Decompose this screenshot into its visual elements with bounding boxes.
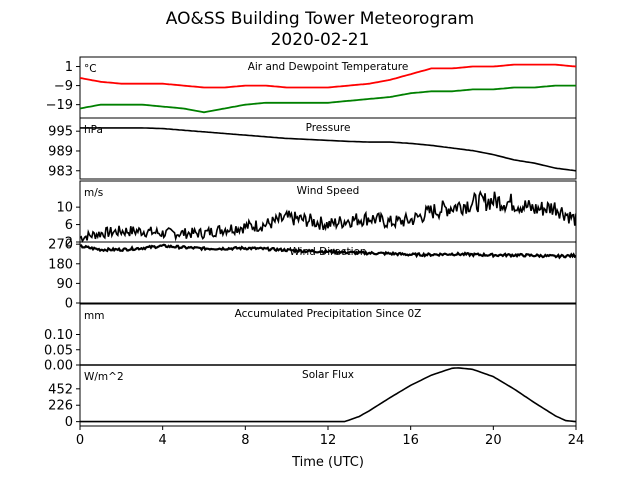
panel-frame bbox=[79, 117, 577, 180]
y-tick-label: 226 bbox=[48, 399, 73, 414]
panel-units: mm bbox=[84, 310, 104, 322]
x-tick-label: 4 bbox=[159, 433, 167, 448]
x-tick-label: 24 bbox=[568, 433, 585, 448]
panel-2: 10 6 2 m/s Wind Speed bbox=[56, 180, 577, 251]
y-tick-label: −19 bbox=[46, 98, 73, 113]
y-tick-label: 10 bbox=[56, 201, 73, 216]
y-tick-label: 90 bbox=[56, 277, 73, 292]
series-line-0 bbox=[80, 367, 576, 423]
panel-title: Wind Speed bbox=[297, 185, 360, 197]
y-tick-label: 0.05 bbox=[44, 343, 73, 358]
series-line-0 bbox=[80, 63, 576, 89]
x-axis: 0 4 8 12 16 20 24 bbox=[76, 426, 584, 448]
y-tick-label: 995 bbox=[48, 125, 73, 140]
panel-units: W/m^2 bbox=[84, 371, 124, 383]
y-tick-label: 270 bbox=[48, 238, 73, 253]
y-tick-label: 0.10 bbox=[44, 328, 73, 343]
y-tick-label: 180 bbox=[48, 257, 73, 272]
x-tick-label: 12 bbox=[320, 433, 337, 448]
panel-0: 1 −9 −19 °C Air and Dewpoint Temperature bbox=[46, 56, 577, 119]
x-tick-label: 16 bbox=[402, 433, 419, 448]
x-tick-label: 8 bbox=[241, 433, 249, 448]
series-line-0 bbox=[80, 127, 576, 172]
panel-1: 995 989 983 hPa Pressure bbox=[48, 117, 577, 180]
panel-title: Solar Flux bbox=[302, 369, 354, 381]
y-tick-label: 0 bbox=[65, 297, 73, 312]
series-line-0 bbox=[80, 243, 576, 260]
y-tick-label: 6 bbox=[65, 218, 73, 233]
x-axis-label: Time (UTC) bbox=[291, 455, 364, 470]
series-line-0 bbox=[80, 189, 576, 243]
panel-title: Accumulated Precipitation Since 0Z bbox=[235, 308, 422, 320]
panel-frame bbox=[79, 241, 577, 304]
panel-units: m/s bbox=[84, 187, 103, 199]
y-tick-label: 989 bbox=[48, 144, 73, 159]
chart-subtitle: 2020-02-21 bbox=[271, 30, 370, 50]
series-line-1 bbox=[80, 84, 576, 114]
y-tick-label: 983 bbox=[48, 164, 73, 179]
y-tick-label: 2 bbox=[65, 236, 73, 251]
chart-title: AO&SS Building Tower Meteorogram bbox=[166, 9, 474, 29]
y-tick-label: 0 bbox=[65, 415, 73, 430]
panels-group: 1−9−19°C Air and Dewpoint Temperature9959… bbox=[44, 56, 577, 430]
y-tick-label: −9 bbox=[54, 79, 73, 94]
panel-units: °C bbox=[84, 63, 97, 75]
x-tick-label: 20 bbox=[485, 433, 502, 448]
y-tick-label: 452 bbox=[48, 382, 73, 397]
panel-title: Pressure bbox=[306, 122, 351, 134]
y-tick-label: 1 bbox=[65, 60, 73, 75]
y-tick-label: 0.00 bbox=[44, 359, 73, 374]
x-tick-label: 0 bbox=[76, 433, 84, 448]
panel-units: hPa bbox=[84, 124, 103, 136]
panel-title: Air and Dewpoint Temperature bbox=[248, 61, 409, 73]
panel-4: 0.100.050.00 mm Accumulated Precipitation … bbox=[44, 303, 577, 374]
